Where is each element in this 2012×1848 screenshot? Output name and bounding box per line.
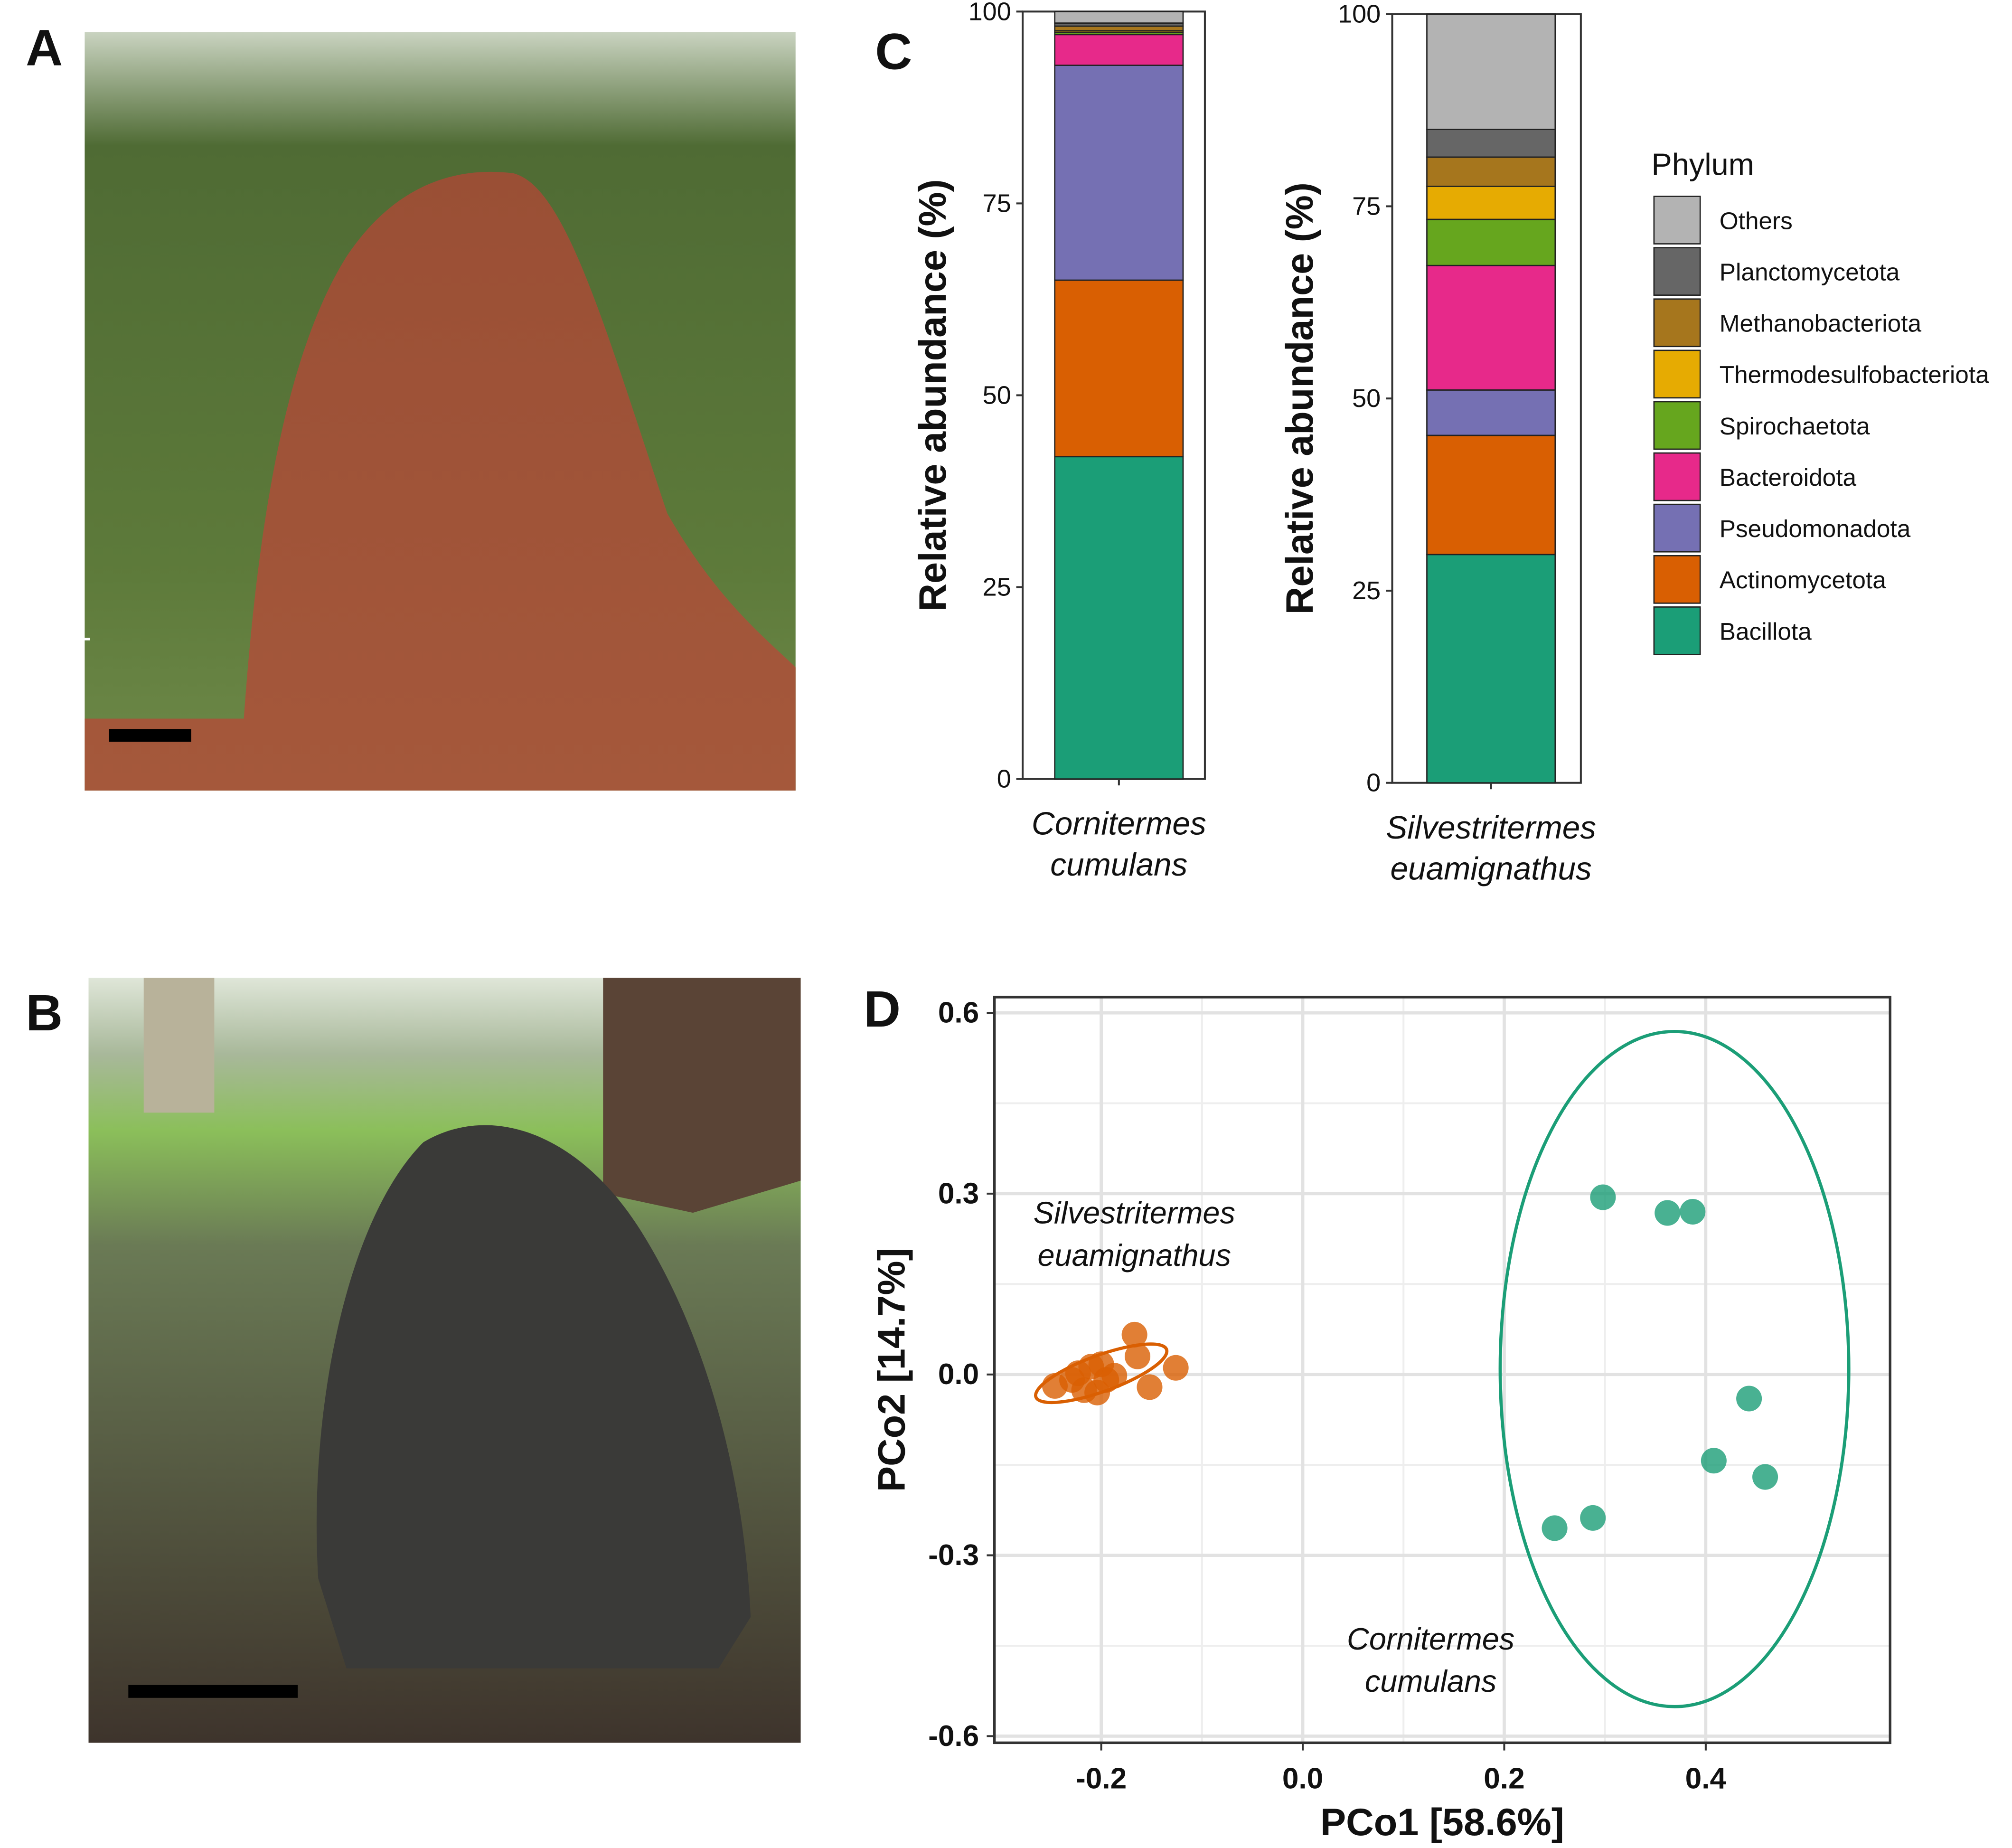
legend-label: Pseudomonadota [1720, 515, 1911, 542]
x-tick-label: Cornitermes [1032, 806, 1206, 842]
legend-label: Methanobacteriota [1720, 310, 1922, 337]
scale-bar [109, 729, 191, 742]
bar-segment [1054, 65, 1184, 281]
confidence-ellipse [1498, 1030, 1851, 1708]
point [1655, 1200, 1681, 1226]
bar-segment [1426, 389, 1556, 436]
y-tick-label: 25 [983, 573, 1011, 602]
legend-swatch [1653, 247, 1701, 296]
y-tick-label: 100 [968, 0, 1011, 26]
termite-mound [85, 171, 796, 791]
scale-bar [128, 1685, 298, 1698]
point [1590, 1184, 1616, 1210]
legend-swatch [1653, 349, 1701, 399]
point [1701, 1448, 1727, 1474]
legend-label: Others [1720, 207, 1793, 234]
bar-segment [1426, 434, 1556, 556]
bar-segment [1054, 34, 1184, 66]
x-tick-label: euamignathus [1390, 851, 1591, 886]
y-tick-label: 75 [1352, 192, 1381, 220]
legend-swatch [1653, 401, 1701, 450]
point [1124, 1343, 1151, 1369]
bar-segment [1054, 279, 1184, 458]
y-tick-label: 50 [983, 381, 1011, 409]
y-tick-label: 50 [1352, 384, 1381, 413]
y-axis-label: Relative abundance (%) [912, 179, 954, 611]
annotation: Cornitermes [1347, 1622, 1514, 1656]
bar-segment [1426, 218, 1556, 266]
y-axis-label: Relative abundance (%) [1279, 182, 1321, 614]
bar-segment [1426, 156, 1556, 187]
tree-trunk [603, 978, 801, 1213]
bar-segment [1426, 554, 1556, 784]
bar-segment [1054, 25, 1184, 32]
annotation: euamignathus [1038, 1238, 1231, 1273]
termite-mound [316, 1125, 751, 1669]
y-tick-label: 0.0 [938, 1358, 979, 1391]
x-axis-label: PCo1 [58.6%] [1320, 1801, 1564, 1844]
point [1752, 1464, 1778, 1490]
y-tick-label: 0.3 [938, 1177, 979, 1210]
point [1065, 1360, 1091, 1386]
panel-label: C [875, 23, 912, 80]
panel-label: D [864, 980, 901, 1037]
y-tick-label: -0.6 [928, 1720, 979, 1753]
legend-swatch [1653, 196, 1701, 245]
legend-label: Actinomycetota [1720, 566, 1886, 594]
legend-label: Spirochaetota [1720, 413, 1870, 440]
photo-b [88, 978, 801, 1743]
y-tick-label: 0.6 [938, 997, 979, 1029]
y-tick-label: 75 [983, 189, 1011, 217]
legend-swatch [1653, 452, 1701, 501]
point [1580, 1505, 1606, 1531]
x-tick-label: cumulans [1050, 847, 1187, 883]
x-tick-label: Silvestritermes [1386, 810, 1596, 846]
legend-swatch [1653, 606, 1701, 655]
y-tick-label: 100 [1338, 0, 1381, 28]
point [1137, 1374, 1163, 1400]
legend-label: Planctomycetota [1720, 258, 1900, 285]
plot-border [993, 996, 1891, 1744]
x-tick-label: 0.2 [1484, 1763, 1524, 1795]
point [1163, 1355, 1189, 1381]
point [1121, 1321, 1147, 1348]
annotation: cumulans [1365, 1664, 1497, 1698]
bar-segment [1426, 186, 1556, 220]
photo-a [77, 27, 796, 791]
point [1680, 1198, 1706, 1225]
point [1084, 1379, 1110, 1405]
panel-label: A [26, 19, 63, 76]
legend-swatch [1653, 555, 1701, 604]
bar-segment [1054, 10, 1184, 24]
legend-title: Phylum [1651, 147, 1754, 181]
bar-segment [1426, 264, 1556, 391]
x-tick-label: 0.4 [1685, 1763, 1727, 1795]
legend-label: Bacillota [1720, 618, 1812, 645]
frame-line [77, 27, 148, 641]
y-tick-label: 25 [1352, 576, 1381, 605]
bar-segment [1054, 456, 1184, 780]
tree-trunk [143, 978, 215, 1113]
point [1542, 1515, 1568, 1541]
panel-label: B [26, 984, 63, 1041]
bar-segment [1426, 129, 1556, 158]
y-axis-label: PCo2 [14.7%] [870, 1248, 913, 1492]
y-tick-label: 0 [1366, 769, 1381, 797]
legend-label: Thermodesulfobacteriota [1720, 361, 1989, 388]
point [1101, 1363, 1128, 1389]
y-tick-label: 0 [997, 765, 1011, 793]
legend-swatch [1653, 503, 1701, 553]
point [1736, 1386, 1762, 1412]
x-tick-label: -0.2 [1076, 1763, 1127, 1795]
x-tick-label: 0.0 [1282, 1763, 1323, 1795]
annotation: Silvestritermes [1034, 1196, 1235, 1230]
legend-swatch [1653, 298, 1701, 348]
bar-segment [1426, 13, 1556, 130]
y-tick-label: -0.3 [928, 1539, 979, 1572]
legend-label: Bacteroidota [1720, 464, 1857, 491]
